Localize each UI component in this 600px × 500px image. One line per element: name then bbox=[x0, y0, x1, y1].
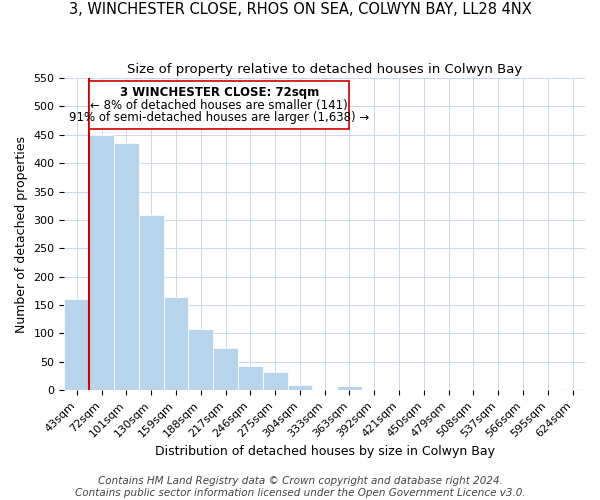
Bar bbox=[64, 300, 89, 390]
X-axis label: Distribution of detached houses by size in Colwyn Bay: Distribution of detached houses by size … bbox=[155, 444, 495, 458]
Bar bbox=[164, 296, 188, 390]
Bar bbox=[560, 388, 585, 390]
Bar bbox=[89, 135, 114, 390]
Y-axis label: Number of detached properties: Number of detached properties bbox=[15, 136, 28, 332]
Bar bbox=[114, 144, 139, 390]
Title: Size of property relative to detached houses in Colwyn Bay: Size of property relative to detached ho… bbox=[127, 62, 523, 76]
Bar bbox=[337, 386, 362, 390]
Bar bbox=[263, 372, 287, 390]
Bar bbox=[213, 348, 238, 390]
Text: 91% of semi-detached houses are larger (1,638) →: 91% of semi-detached houses are larger (… bbox=[69, 110, 370, 124]
Text: ← 8% of detached houses are smaller (141): ← 8% of detached houses are smaller (141… bbox=[91, 98, 348, 112]
Bar bbox=[139, 216, 164, 390]
Text: 3 WINCHESTER CLOSE: 72sqm: 3 WINCHESTER CLOSE: 72sqm bbox=[120, 86, 319, 100]
Bar bbox=[287, 384, 313, 390]
Bar bbox=[188, 329, 213, 390]
Bar bbox=[238, 366, 263, 390]
FancyBboxPatch shape bbox=[89, 81, 349, 129]
Text: Contains HM Land Registry data © Crown copyright and database right 2024.
Contai: Contains HM Land Registry data © Crown c… bbox=[74, 476, 526, 498]
Text: 3, WINCHESTER CLOSE, RHOS ON SEA, COLWYN BAY, LL28 4NX: 3, WINCHESTER CLOSE, RHOS ON SEA, COLWYN… bbox=[68, 2, 532, 18]
